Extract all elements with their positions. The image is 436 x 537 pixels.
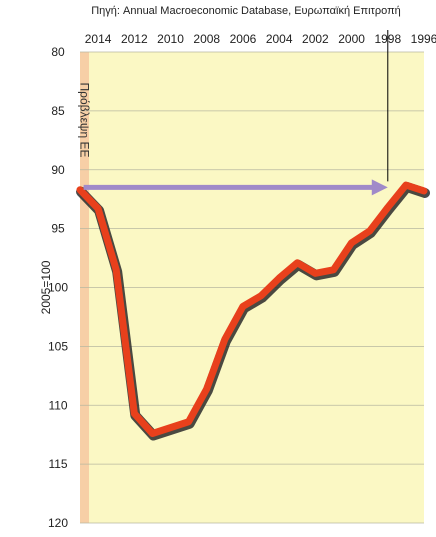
series-line — [76, 181, 428, 438]
y-tick-label-120: 120 — [48, 516, 68, 530]
data-point-2003 — [295, 261, 299, 265]
data-point-2014 — [96, 207, 100, 211]
data-point-2009 — [187, 420, 191, 424]
data-point-2015 — [78, 188, 82, 192]
x-tick-label-1996: 1996 — [411, 32, 436, 46]
data-point-1996 — [422, 189, 426, 193]
data-point-2005 — [259, 294, 263, 298]
data-point-2010 — [169, 426, 173, 430]
y-tick-label-115: 115 — [48, 457, 67, 471]
y-tick-label-80: 80 — [51, 45, 65, 59]
data-point-1998 — [386, 205, 390, 209]
x-tick-label-2014: 2014 — [85, 32, 112, 46]
data-point-2012 — [132, 411, 136, 415]
data-point-1997 — [404, 183, 408, 187]
x-tick-label-2004: 2004 — [266, 32, 293, 46]
mirrored-chart-group: 8085909510010511011512019961998200020022… — [39, 5, 436, 530]
y-tick-label-85: 85 — [51, 104, 65, 118]
x-tick-label-2008: 2008 — [193, 32, 220, 46]
y-tick-label-100: 100 — [48, 281, 68, 295]
y-tick-label-95: 95 — [51, 222, 65, 236]
y-axis-label: 2005=100 — [39, 260, 53, 314]
data-point-2004 — [277, 276, 281, 280]
data-point-2013 — [114, 268, 118, 272]
y-tick-label-105: 105 — [48, 339, 68, 353]
data-point-2001 — [331, 268, 335, 272]
data-point-2002 — [313, 271, 317, 275]
data-point-2011 — [150, 432, 154, 436]
arrow-head — [371, 179, 388, 196]
x-tick-label-2002: 2002 — [302, 32, 329, 46]
data-point-2008 — [205, 387, 209, 391]
data-point-2000 — [350, 241, 354, 245]
x-tick-label-2006: 2006 — [230, 32, 257, 46]
data-point-1999 — [368, 229, 372, 233]
y-tick-label-110: 110 — [48, 398, 67, 412]
forecast-band-label: Πρόβλεψη ΕΕ — [78, 83, 92, 158]
x-tick-label-2012: 2012 — [121, 32, 148, 46]
x-tick-label-2010: 2010 — [157, 32, 184, 46]
x-tick-label-2000: 2000 — [338, 32, 365, 46]
data-point-2007 — [223, 337, 227, 341]
data-point-2006 — [241, 304, 245, 308]
y-tick-label-90: 90 — [51, 163, 65, 177]
source-note: Πηγή: Annual Macroeconomic Database, Ευρ… — [91, 5, 401, 17]
